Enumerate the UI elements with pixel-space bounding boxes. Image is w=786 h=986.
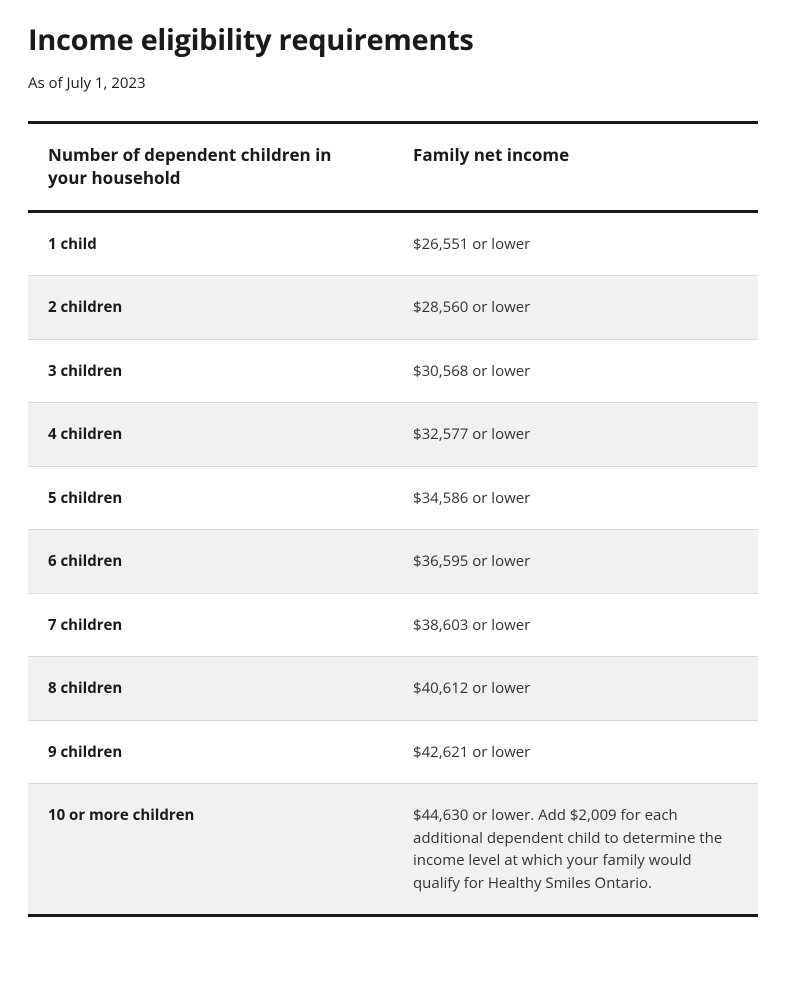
income-table-body: 1 child$26,551 or lower2 children$28,560… [28,211,758,916]
table-row: 10 or more children$44,630 or lower. Add… [28,784,758,916]
table-row: 5 children$34,586 or lower [28,466,758,530]
income-table-container: Number of dependent children in your hou… [28,121,758,917]
row-income: $28,560 or lower [393,276,758,340]
row-income: $38,603 or lower [393,593,758,657]
row-income: $40,612 or lower [393,657,758,721]
table-row: 1 child$26,551 or lower [28,211,758,276]
row-income: $44,630 or lower. Add $2,009 for each ad… [393,784,758,916]
column-header-income: Family net income [393,124,758,211]
table-row: 6 children$36,595 or lower [28,530,758,594]
table-row: 8 children$40,612 or lower [28,657,758,721]
row-label: 9 children [28,720,393,784]
row-income: $26,551 or lower [393,211,758,276]
income-eligibility-table: Number of dependent children in your hou… [28,124,758,917]
row-label: 2 children [28,276,393,340]
row-income: $32,577 or lower [393,403,758,467]
table-row: 7 children$38,603 or lower [28,593,758,657]
table-row: 9 children$42,621 or lower [28,720,758,784]
row-label: 8 children [28,657,393,721]
column-header-children: Number of dependent children in your hou… [28,124,393,211]
page-title: Income eligibility requirements [28,20,758,59]
table-row: 2 children$28,560 or lower [28,276,758,340]
table-row: 4 children$32,577 or lower [28,403,758,467]
row-income: $34,586 or lower [393,466,758,530]
row-label: 7 children [28,593,393,657]
row-label: 1 child [28,211,393,276]
row-income: $36,595 or lower [393,530,758,594]
row-label: 6 children [28,530,393,594]
row-label: 5 children [28,466,393,530]
table-header-row: Number of dependent children in your hou… [28,124,758,211]
row-income: $30,568 or lower [393,339,758,403]
row-income: $42,621 or lower [393,720,758,784]
page-subtitle: As of July 1, 2023 [28,73,758,93]
row-label: 10 or more children [28,784,393,916]
row-label: 3 children [28,339,393,403]
row-label: 4 children [28,403,393,467]
table-row: 3 children$30,568 or lower [28,339,758,403]
